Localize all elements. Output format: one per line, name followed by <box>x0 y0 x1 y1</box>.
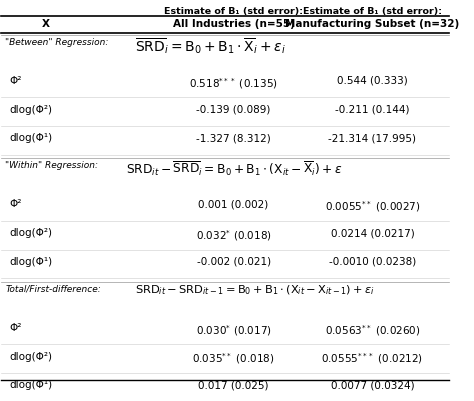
Text: $\mathrm{SRD}_{it} - \overline{\mathrm{SRD}}_i = \mathrm{B}_0 + \mathrm{B}_1 \cd: $\mathrm{SRD}_{it} - \overline{\mathrm{S… <box>126 160 343 178</box>
Text: All Industries (n=55): All Industries (n=55) <box>173 19 294 29</box>
Text: 0.0555$^{***}$ (0.0212): 0.0555$^{***}$ (0.0212) <box>321 352 423 367</box>
Text: 0.0077 (0.0324): 0.0077 (0.0324) <box>331 380 414 390</box>
Text: 0.518$^{***}$ (0.135): 0.518$^{***}$ (0.135) <box>189 76 278 91</box>
Text: 0.0214 (0.0217): 0.0214 (0.0217) <box>330 228 414 238</box>
Text: Manufacturing Subset (n=32): Manufacturing Subset (n=32) <box>285 19 460 29</box>
Text: dlog(Φ¹): dlog(Φ¹) <box>9 134 53 144</box>
Text: 0.017 (0.025): 0.017 (0.025) <box>199 380 269 390</box>
Text: $\mathrm{SRD}_{it} - \mathrm{SRD}_{it-1} = \mathrm{B}_0 + \mathrm{B}_1 \cdot (\m: $\mathrm{SRD}_{it} - \mathrm{SRD}_{it-1}… <box>135 284 374 297</box>
Text: -0.211 (0.144): -0.211 (0.144) <box>335 105 410 115</box>
Text: -21.314 (17.995): -21.314 (17.995) <box>328 134 417 144</box>
Text: -1.327 (8.312): -1.327 (8.312) <box>196 134 271 144</box>
Text: -0.139 (0.089): -0.139 (0.089) <box>196 105 271 115</box>
Text: Φ²: Φ² <box>9 323 22 333</box>
Text: Φ²: Φ² <box>9 76 22 86</box>
Text: -0.0010 (0.0238): -0.0010 (0.0238) <box>329 257 416 267</box>
Text: 0.035$^{**}$ (0.018): 0.035$^{**}$ (0.018) <box>192 352 275 367</box>
Text: Estimate of B₁ (std error):: Estimate of B₁ (std error): <box>164 7 303 16</box>
Text: dlog(Φ²): dlog(Φ²) <box>9 228 53 238</box>
Text: "Within" Regression:: "Within" Regression: <box>5 161 98 170</box>
Text: X: X <box>42 19 49 29</box>
Text: dlog(Φ¹): dlog(Φ¹) <box>9 257 53 267</box>
Text: $\overline{\mathrm{SRD}}_i = \mathrm{B}_0 + \mathrm{B}_1 \cdot \overline{\mathrm: $\overline{\mathrm{SRD}}_i = \mathrm{B}_… <box>135 36 286 57</box>
Text: 0.0563$^{**}$ (0.0260): 0.0563$^{**}$ (0.0260) <box>325 323 420 338</box>
Text: 0.032$^{*}$ (0.018): 0.032$^{*}$ (0.018) <box>196 228 272 243</box>
Text: dlog(Φ²): dlog(Φ²) <box>9 352 53 362</box>
Text: dlog(Φ¹): dlog(Φ¹) <box>9 380 53 390</box>
Text: 0.544 (0.333): 0.544 (0.333) <box>337 76 408 86</box>
Text: 0.0055$^{**}$ (0.0027): 0.0055$^{**}$ (0.0027) <box>325 199 420 214</box>
Text: Estimate of B₁ (std error):: Estimate of B₁ (std error): <box>303 7 442 16</box>
Text: Φ²: Φ² <box>9 199 22 209</box>
Text: 0.001 (0.002): 0.001 (0.002) <box>199 199 269 209</box>
Text: -0.002 (0.021): -0.002 (0.021) <box>197 257 271 267</box>
Text: Total/First-difference:: Total/First-difference: <box>5 285 101 294</box>
Text: dlog(Φ²): dlog(Φ²) <box>9 105 53 115</box>
Text: "Between" Regression:: "Between" Regression: <box>5 38 109 47</box>
Text: 0.030$^{*}$ (0.017): 0.030$^{*}$ (0.017) <box>196 323 272 338</box>
